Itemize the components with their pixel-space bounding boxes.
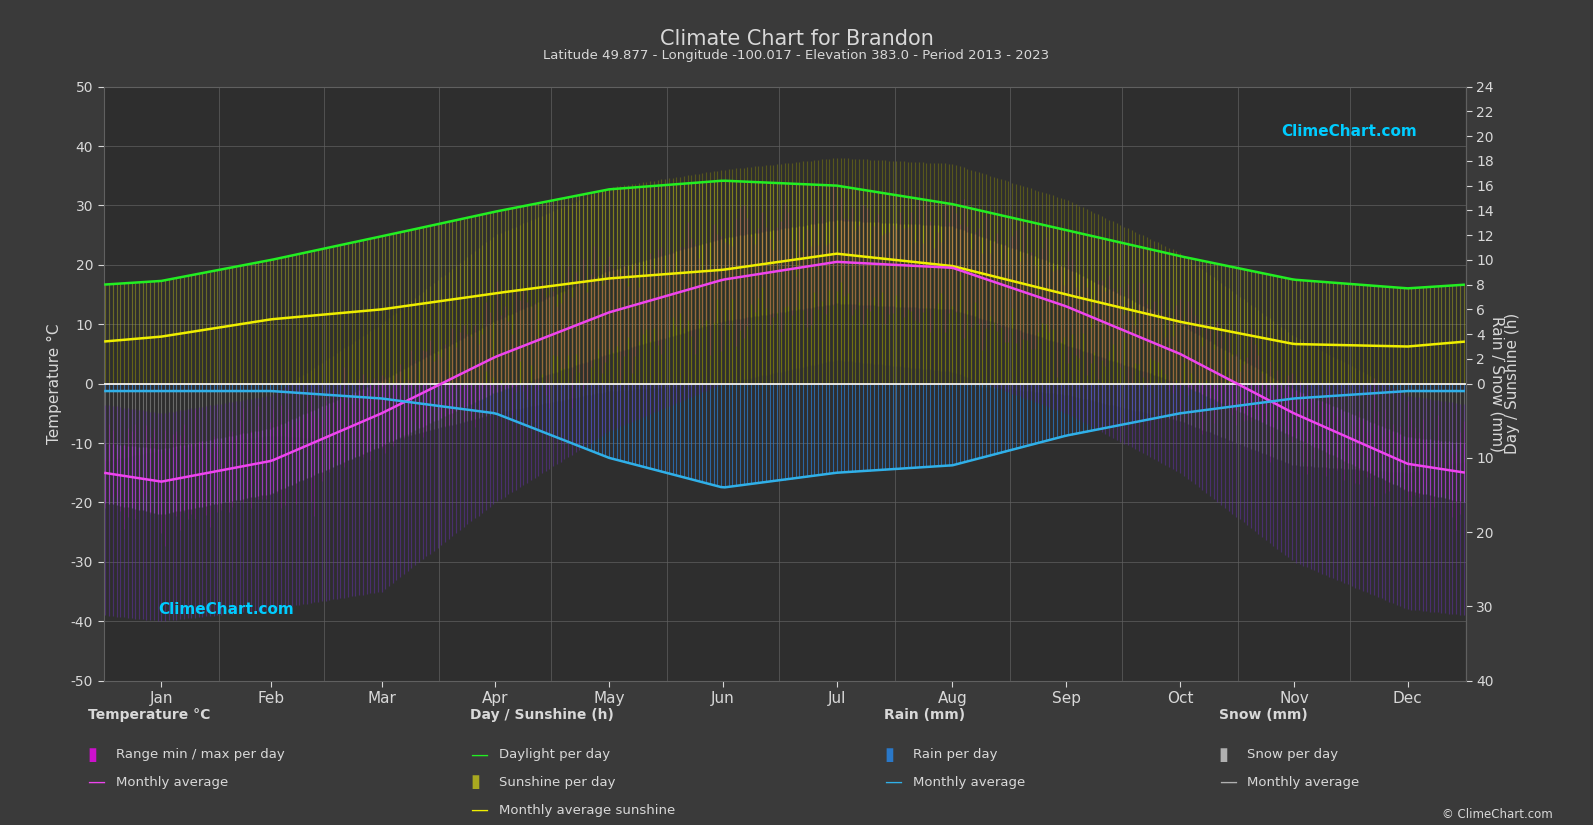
Text: Climate Chart for Brandon: Climate Chart for Brandon: [660, 29, 933, 49]
Text: Snow (mm): Snow (mm): [1219, 708, 1308, 722]
Text: —: —: [470, 746, 487, 764]
Text: Monthly average: Monthly average: [913, 776, 1024, 789]
Text: ClimeChart.com: ClimeChart.com: [158, 602, 293, 617]
Text: © ClimeChart.com: © ClimeChart.com: [1442, 808, 1553, 821]
Text: Snow per day: Snow per day: [1247, 748, 1338, 761]
Text: Rain per day: Rain per day: [913, 748, 997, 761]
Text: ▮: ▮: [884, 746, 894, 764]
Text: ClimeChart.com: ClimeChart.com: [1282, 124, 1418, 139]
Text: Daylight per day: Daylight per day: [499, 748, 610, 761]
Text: ▮: ▮: [1219, 746, 1228, 764]
Text: —: —: [1219, 773, 1236, 791]
Text: Range min / max per day: Range min / max per day: [116, 748, 285, 761]
Text: Sunshine per day: Sunshine per day: [499, 776, 615, 789]
Text: Day / Sunshine (h): Day / Sunshine (h): [470, 708, 613, 722]
Text: —: —: [88, 773, 105, 791]
Y-axis label: Day / Sunshine (h): Day / Sunshine (h): [1505, 313, 1520, 455]
Text: Monthly average: Monthly average: [116, 776, 228, 789]
Y-axis label: Temperature °C: Temperature °C: [48, 323, 62, 444]
Text: Latitude 49.877 - Longitude -100.017 - Elevation 383.0 - Period 2013 - 2023: Latitude 49.877 - Longitude -100.017 - E…: [543, 50, 1050, 63]
Y-axis label: Rain / Snow (mm): Rain / Snow (mm): [1489, 316, 1505, 451]
Text: —: —: [884, 773, 902, 791]
Text: —: —: [470, 801, 487, 819]
Text: Rain (mm): Rain (mm): [884, 708, 965, 722]
Text: ▮: ▮: [470, 773, 479, 791]
Text: ▮: ▮: [88, 746, 97, 764]
Text: Monthly average sunshine: Monthly average sunshine: [499, 804, 675, 817]
Text: Monthly average: Monthly average: [1247, 776, 1359, 789]
Text: Temperature °C: Temperature °C: [88, 708, 210, 722]
